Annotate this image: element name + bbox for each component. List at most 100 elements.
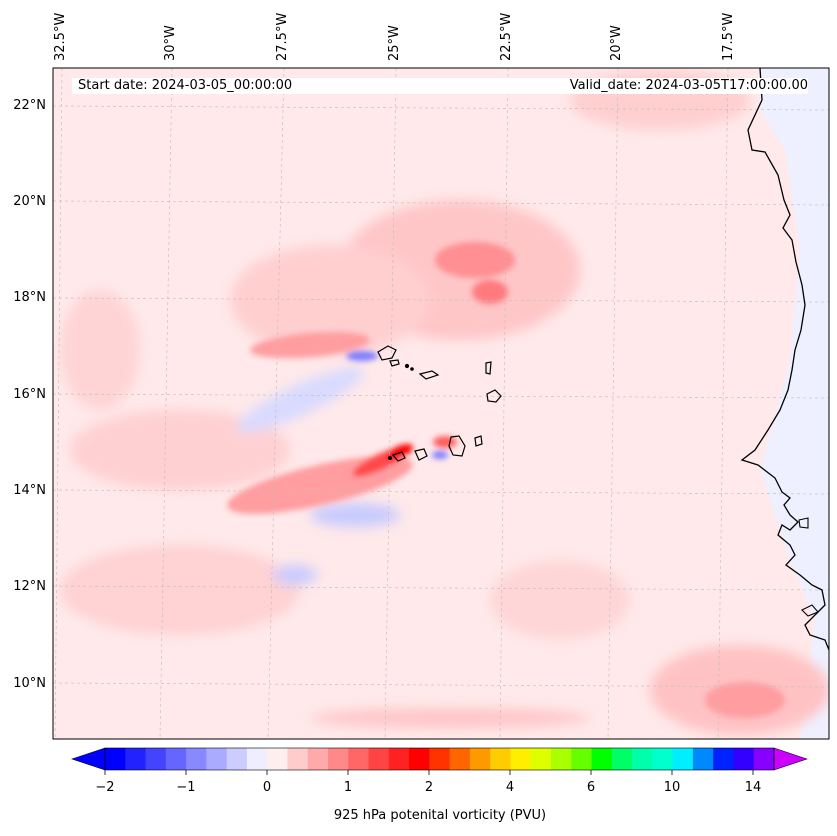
pv-negative-patch: [273, 565, 317, 585]
lon-label-32-5w: 32.5°W: [53, 12, 68, 61]
islet: [388, 456, 393, 461]
colorbar-frame: [104, 747, 775, 771]
colorbar-swatch: [348, 748, 370, 770]
colorbar-swatch: [591, 748, 613, 770]
lat-label-12n: 12°N: [13, 579, 46, 594]
colorbar-swatch: [388, 748, 410, 770]
colorbar-swatch: [713, 748, 734, 770]
pv-patch: [310, 708, 590, 728]
colorbar-swatch: [510, 748, 532, 770]
colorbar-swatch: [530, 748, 552, 770]
lon-label-30w: 30°W: [163, 25, 178, 61]
continent-pv-area: [760, 68, 829, 739]
colorbar-swatch: [733, 748, 755, 770]
pv-patch: [60, 290, 140, 410]
colorbar-swatch: [165, 748, 187, 770]
lon-label-17-5w: 17.5°W: [721, 12, 736, 61]
pv-core: [433, 436, 457, 448]
pv-background: [53, 68, 829, 739]
pv-streak: [705, 682, 785, 718]
lon-label-25w: 25°W: [387, 25, 402, 61]
colorbar-swatch: [692, 748, 714, 770]
island-brava: [391, 451, 406, 462]
islet: [410, 367, 414, 371]
pv-patch: [70, 410, 290, 490]
colorbar-swatch: [753, 748, 775, 770]
lon-label-27-5w: 27.5°W: [275, 12, 290, 61]
colorbar-swatch: [226, 748, 248, 770]
island-boa-vista: [486, 389, 502, 403]
lat-label-20n: 20°N: [13, 194, 46, 209]
colorbar-swatch: [611, 748, 633, 770]
lon-label-20w: 20°W: [609, 25, 624, 61]
valid-date-label: Valid_date: 2024-03-05T17:00:00.00: [520, 78, 808, 94]
lat-label-14n: 14°N: [13, 483, 46, 498]
colorbar-title: 925 hPa potenital vorticity (PVU): [333, 808, 547, 823]
graticule: [53, 68, 829, 739]
colorbar-tick-label: 6: [586, 780, 596, 795]
island-santo-antao: [377, 345, 397, 361]
pv-streak: [250, 331, 370, 359]
pv-negative-core: [432, 451, 448, 459]
colorbar-swatch: [551, 748, 572, 770]
islet: [404, 363, 410, 369]
colorbar-swatch: [186, 748, 207, 770]
colorbar-tick-label: 14: [744, 780, 762, 795]
coast-detail: [798, 517, 809, 529]
lon-label-22-5w: 22.5°W: [499, 12, 514, 61]
colorbar-swatch: [328, 748, 349, 770]
pv-negative-patch: [236, 367, 364, 433]
colorbar-tick-label: 10: [663, 780, 681, 795]
colorbar-swatch: [145, 748, 167, 770]
colorbar-swatch: [105, 748, 126, 770]
pv-patch: [60, 545, 300, 635]
island-sao-nicolau: [418, 370, 440, 380]
map-frame: [52, 67, 830, 740]
colorbar-swatch: [652, 748, 674, 770]
colorbar-tick-label: 4: [505, 780, 515, 795]
colorbar-swatch: [672, 748, 694, 770]
colorbar-swatch: [267, 748, 288, 770]
colorbar-swatch: [632, 748, 653, 770]
colorbar-tick-label: 2: [424, 780, 434, 795]
header-band: [352, 78, 532, 94]
pv-streak: [435, 242, 515, 278]
lat-label-22n: 22°N: [13, 98, 46, 113]
africa-coastline: [740, 68, 829, 651]
colorbar-swatch: [429, 748, 451, 770]
pv-streak: [472, 280, 508, 304]
pv-field: [53, 68, 829, 739]
colorbar-tick-label: −1: [176, 780, 196, 795]
colorbar-swatch: [246, 748, 268, 770]
colorbar-swatch: [469, 748, 491, 770]
island-sao-vicente: [389, 359, 400, 367]
island-santiago: [448, 435, 466, 457]
lat-label-18n: 18°N: [13, 290, 46, 305]
coast-detail: [801, 604, 819, 617]
colorbar-swatch: [449, 748, 471, 770]
colorbar-swatch: [490, 748, 511, 770]
pv-negative-core: [346, 351, 378, 361]
pv-negative-patch: [310, 503, 400, 527]
start-date-label: Start date: 2024-03-05_00:00:00: [72, 78, 358, 94]
colorbar-swatch: [571, 748, 593, 770]
colorbar-over-triangle: [773, 747, 808, 771]
lat-label-16n: 16°N: [13, 387, 46, 402]
pv-patch: [230, 245, 430, 355]
colorbar-swatch: [368, 748, 390, 770]
colorbar: [71, 747, 808, 775]
colorbar-tick-label: 1: [343, 780, 353, 795]
colorbar-swatch: [287, 748, 309, 770]
island-maio: [474, 435, 483, 447]
colorbar-under-triangle: [71, 747, 106, 771]
island-fogo: [414, 448, 428, 461]
lat-label-10n: 10°N: [13, 676, 46, 691]
colorbar-tick-label: 0: [262, 780, 272, 795]
colorbar-swatch: [409, 748, 430, 770]
colorbar-tick-label: −2: [95, 780, 115, 795]
colorbar-swatch: [307, 748, 329, 770]
island-sal: [485, 361, 492, 375]
cape-verde-islands: [377, 345, 502, 462]
pv-patch: [490, 560, 630, 640]
